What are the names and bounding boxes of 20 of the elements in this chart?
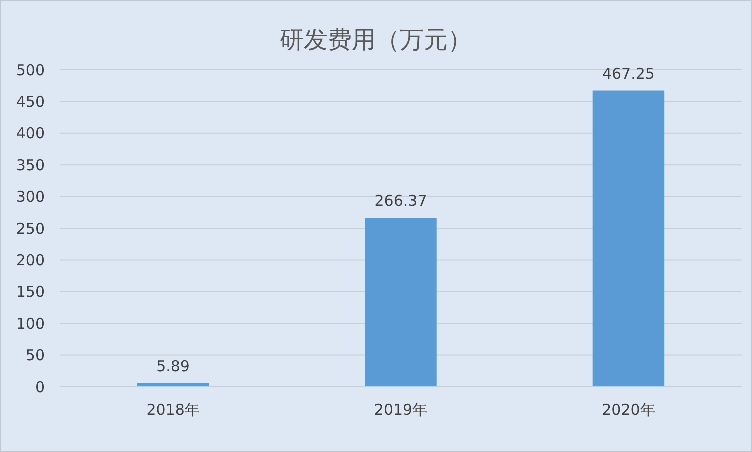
x-tick-label: 2019年: [374, 401, 428, 419]
y-tick-label: 300: [16, 188, 45, 206]
bar: [365, 218, 437, 387]
y-tick-label: 400: [16, 124, 45, 143]
bar: [592, 90, 665, 387]
data-label: 266.37: [374, 192, 428, 210]
data-label: 5.89: [156, 357, 190, 376]
y-tick-label: 0: [35, 378, 45, 396]
y-tick-label: 350: [16, 156, 45, 174]
y-tick-label: 150: [16, 283, 45, 302]
x-tick-label: 2018年: [146, 401, 200, 419]
y-tick-label: 50: [26, 346, 45, 365]
y-tick-label: 500: [16, 61, 45, 80]
y-tick-label: 450: [16, 92, 45, 111]
y-tick-label: 250: [16, 220, 45, 238]
data-label: 467.25: [602, 64, 655, 83]
y-tick-label: 200: [16, 251, 45, 270]
chart-title: 研发费用（万元）: [280, 26, 472, 54]
x-tick-label: 2020年: [602, 401, 656, 419]
y-tick-label: 100: [16, 314, 45, 333]
